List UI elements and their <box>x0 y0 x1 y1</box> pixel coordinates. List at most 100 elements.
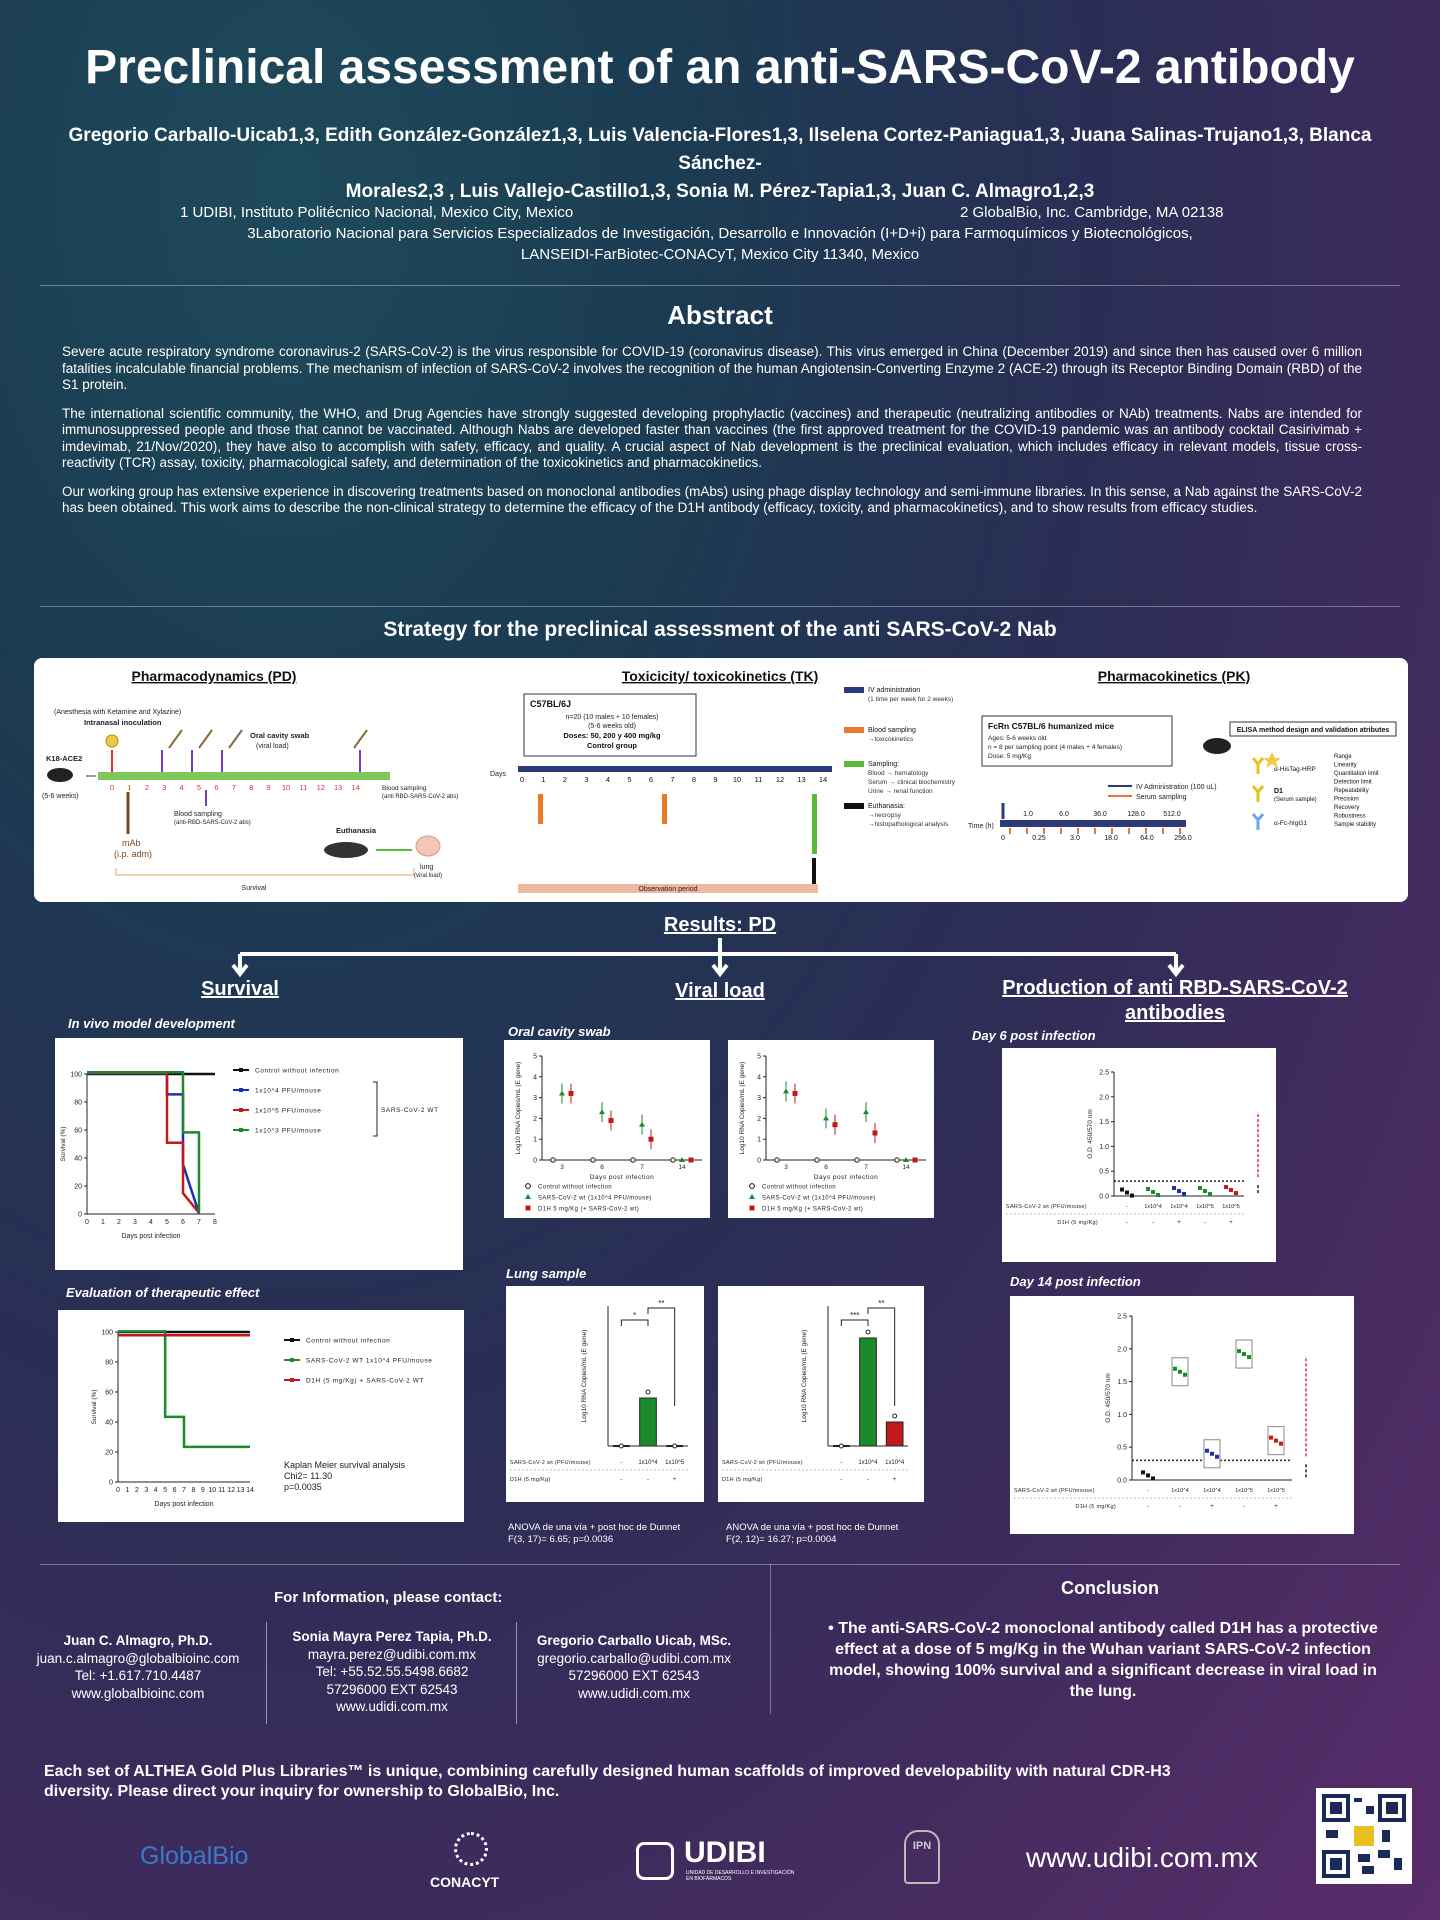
udibi-subtitle: UNIDAD DE DESARROLLO E INVESTIGACIÓN EN … <box>686 1870 795 1882</box>
tk-legend-sub: →toxicokinetics <box>868 736 914 743</box>
x-tick-label: 14 <box>902 1164 910 1171</box>
x-tick-label: 7 <box>864 1164 868 1171</box>
x-tick-label: 6 <box>181 1219 185 1226</box>
pd-intranasal: Intranasal inoculation <box>84 718 162 727</box>
bar <box>639 1397 657 1447</box>
pk-mice: FcRn C57BL/6 humanized mice <box>988 721 1114 731</box>
data-point <box>1130 1193 1134 1198</box>
abstract-body: Severe acute respiratory syndrome corona… <box>62 344 1362 529</box>
signif-bracket <box>867 1307 896 1406</box>
contact-carballo: Gregorio Carballo Uicab, MSc. gregorio.c… <box>524 1632 744 1702</box>
footer-url[interactable]: www.udibi.com.mx <box>1026 1842 1258 1873</box>
row2-value: - <box>1179 1504 1181 1510</box>
contact-website[interactable]: www.globalbioinc.com <box>71 1685 205 1701</box>
data-point <box>1229 1188 1233 1193</box>
x-tick-label: 14 <box>678 1164 686 1171</box>
pk-time-top: 36.0 <box>1093 811 1107 818</box>
x-tick-label: 6 <box>173 1487 177 1494</box>
row2-value: + <box>1210 1504 1214 1510</box>
x-tick-label: 8 <box>191 1487 195 1494</box>
pk-reagent2-sub: (Serum sample) <box>1274 797 1317 803</box>
signif-bracket <box>620 1319 649 1326</box>
y-tick-label: 0.0 <box>1117 1478 1127 1485</box>
contact-website[interactable]: www.udidi.com.mx <box>336 1699 448 1714</box>
conclusion-heading: Conclusion <box>1061 1578 1159 1598</box>
y-tick-label: 2.5 <box>1117 1314 1127 1321</box>
contact-name: Juan C. Almagro, Ph.D. <box>63 1633 213 1648</box>
tk-blood-marker <box>538 794 543 824</box>
legend-marker <box>290 1358 294 1362</box>
y-tick-label: 1.5 <box>1099 1119 1109 1126</box>
pk-title: Pharmacokinetics (PK) <box>1098 668 1251 684</box>
row2-value: + <box>673 1477 677 1483</box>
swab-icons <box>168 729 368 749</box>
pk-time-ticks: 1.0 6.0 36.0 128.0 512.0 0 0.25 3.0 18.0 64.0 256.… <box>1001 811 1192 842</box>
qr-pattern <box>1322 1794 1406 1878</box>
row1-value: 1x10^4 <box>858 1460 878 1466</box>
pk-time-bottom: 256.0 <box>1174 835 1192 842</box>
row2-value: + <box>1229 1220 1233 1226</box>
y-tick-label: 60 <box>105 1390 113 1397</box>
pd-blood-sub-2: (anti RBD-SARS-CoV-2 abs) <box>382 794 458 800</box>
tk-day-tick: 13 <box>797 775 805 784</box>
y-tick-label: 1 <box>533 1137 537 1144</box>
contact-extension: 57296000 EXT 62543 <box>326 1681 458 1697</box>
x-tick-label: 3 <box>784 1164 788 1171</box>
tk-observation: Observation period <box>638 886 697 893</box>
pd-day-tick: 7 <box>232 783 236 792</box>
row2-value: - <box>867 1477 869 1483</box>
tk-day-tick: 8 <box>692 775 696 784</box>
pk-time-label: Time (h) <box>968 823 994 830</box>
y-tick-label: 2 <box>757 1116 761 1123</box>
data-point <box>1125 1190 1129 1195</box>
pd-weeks: (5-6 weeks) <box>42 793 79 800</box>
contact-email[interactable]: gregorio.carballo@udibi.com.mx <box>537 1650 731 1666</box>
chart-lung-1: Log10 RNA Copies/mL (E gene) - - 1x10^4 - 1x1… <box>506 1286 704 1502</box>
pd-day-tick: 5 <box>197 783 201 792</box>
y-tick-label: 0 <box>757 1158 761 1165</box>
data-point <box>894 1157 900 1163</box>
virus-icon <box>105 734 119 748</box>
tk-day-tick: 1 <box>541 775 545 784</box>
pd-oral-swab: Oral cavity swab <box>250 731 310 740</box>
contact-email[interactable]: mayra.perez@udibi.com.mx <box>307 1646 477 1662</box>
lung-icon <box>415 835 441 857</box>
tk-legend-swatch <box>844 761 864 767</box>
legend-label: 1x10^5 PFU/mouse <box>255 1108 321 1115</box>
pk-n: n = 8 per sampling point (4 males + 4 fe… <box>988 744 1122 751</box>
pk-attribute: Robustness <box>1334 814 1366 820</box>
contact-website[interactable]: www.udidi.com.mx <box>578 1685 690 1701</box>
x-tick-label: 9 <box>201 1487 205 1494</box>
data-point <box>1182 1192 1186 1197</box>
survival-title: Survival <box>201 978 279 1000</box>
data-point <box>1269 1435 1273 1440</box>
chart-oral-swab-1: 0 1 2 3 4 5 Log10 RNA Copies/mL (E gene) 3 6 7 14 D… <box>504 1040 710 1218</box>
strategy-panel: Pharmacodynamics (PD) (Anesthesia with K… <box>34 658 1408 902</box>
tk-day-tick: 14 <box>819 775 827 784</box>
x-tick-label: 0 <box>116 1487 120 1494</box>
udibi-emblem-icon <box>636 1842 674 1880</box>
legend-marker <box>749 1183 755 1189</box>
contact-email[interactable]: juan.c.almagro@globalbioinc.com <box>36 1650 240 1666</box>
kaplan-meier-text: Kaplan Meier survival analysis <box>284 1460 406 1470</box>
tk-euthanasia-marker <box>812 858 816 884</box>
mouse-icon <box>1203 738 1231 754</box>
tk-title: Toxicicity/ toxicokinetics (TK) <box>622 668 819 684</box>
tk-day-tick: 3 <box>584 775 588 784</box>
chart-survival-model: 0 20 40 60 80 100 Survival (%) 0 1 2 3 4 5 6 7 8 Days po… <box>55 1038 463 1270</box>
tk-legend-swatch <box>844 727 864 733</box>
qr-code-icon[interactable] <box>1316 1788 1412 1884</box>
y-axis-label: Log10 RNA Copies/mL (E gene) <box>515 1062 522 1155</box>
x-tick-label: 7 <box>197 1219 201 1226</box>
pk-reagent1: α-HisTag-HRP <box>1274 766 1316 773</box>
data-point <box>1203 1189 1207 1194</box>
row2-value: - <box>1243 1504 1245 1510</box>
data-point <box>854 1157 860 1163</box>
pd-lung-sub: (viral load) <box>414 873 442 879</box>
signif-bracket <box>840 1319 869 1326</box>
data-point <box>1224 1185 1228 1190</box>
tk-control: Control group <box>587 741 637 750</box>
y-axis-label: Survival (%) <box>91 1389 98 1424</box>
row2-label: D1H (5 mg/Kg) <box>1075 1504 1116 1510</box>
pd-lung: lung <box>420 864 433 871</box>
